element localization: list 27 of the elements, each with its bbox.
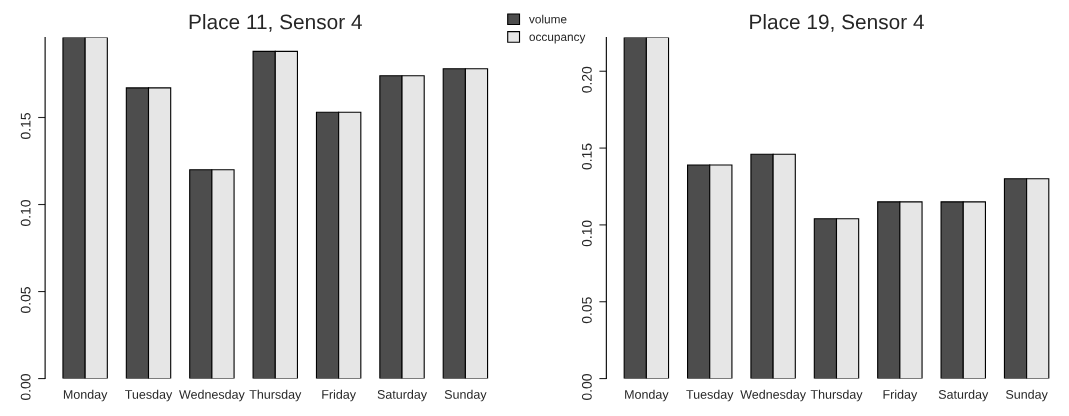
x-tick-label: Thursday: [249, 389, 302, 402]
y-tick-label: 0.15: [581, 143, 592, 170]
x-tick-label: Wednesday: [179, 389, 245, 402]
x-tick-label: Sunday: [1005, 389, 1048, 402]
legend-label: occupancy: [529, 34, 586, 44]
x-tick-label: Friday: [322, 389, 356, 402]
y-tick-label: 0.05: [20, 287, 31, 313]
x-tick-label: Thursday: [810, 389, 863, 402]
x-tick-label: Friday: [883, 389, 918, 402]
x-tick-label: Sunday: [444, 389, 487, 402]
x-tick-label: Monday: [625, 389, 669, 402]
x-tick-label: Saturday: [377, 389, 428, 402]
y-tick-label: 0.10: [581, 220, 592, 247]
x-tick-label: Tuesday: [125, 389, 173, 402]
y-tick-label: 0.00: [20, 374, 31, 401]
x-tick-label: Monday: [63, 389, 108, 402]
x-tick-label: Tuesday: [686, 389, 734, 402]
y-tick-label: 0.10: [20, 200, 31, 226]
legend-label: volume: [529, 14, 567, 24]
chart-title: Place 11, Sensor 4: [189, 14, 362, 32]
chart-title: Place 19, Sensor 4: [750, 14, 924, 32]
x-tick-label: Wednesday: [740, 389, 806, 402]
y-tick-label: 0.15: [20, 113, 31, 139]
y-tick-label: 0.05: [581, 297, 592, 324]
x-tick-label: Saturday: [938, 389, 989, 402]
y-tick-label: 0.00: [581, 374, 592, 401]
y-tick-label: 0.20: [581, 66, 592, 93]
